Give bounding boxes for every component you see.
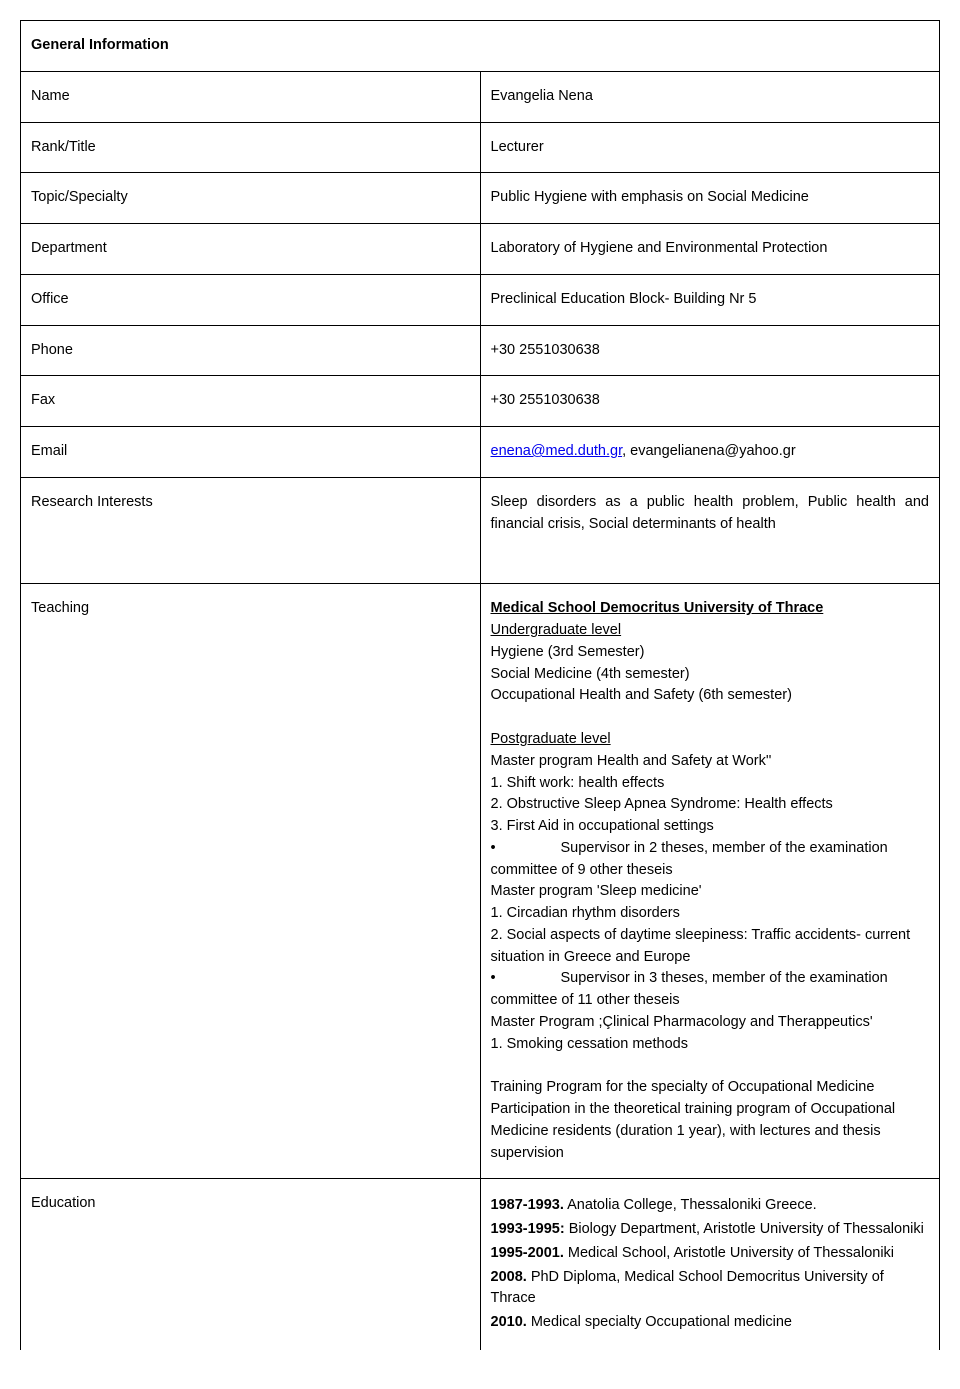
section-header-general: General Information [21,21,940,72]
label-topic: Topic/Specialty [21,173,481,224]
education-entry: 1987-1993. Anatolia College, Thessalonik… [491,1195,930,1217]
label-email: Email [21,427,481,478]
label-rank: Rank/Title [21,122,481,173]
teaching-master-title: Master Program ;Çlinical Pharmacology an… [491,1012,930,1034]
teaching-master-title: Master program 'Sleep medicine' [491,881,930,903]
teaching-supervisor-note: •Supervisor in 3 theses, member of the e… [491,968,930,1012]
teaching-ug-course: Social Medicine (4th semester) [491,664,930,686]
education-entry: 1993-1995: Biology Department, Aristotle… [491,1219,930,1241]
email-rest: , evangelianena@yahoo.gr [622,443,796,459]
teaching-master-item: 1. Smoking cessation methods [491,1034,930,1056]
teaching-ug-course: Occupational Health and Safety (6th seme… [491,685,930,707]
education-entry: 2008. PhD Diploma, Medical School Democr… [491,1267,930,1311]
label-teaching: Teaching [21,584,481,1179]
teaching-master-item: 1. Circadian rhythm disorders [491,903,930,925]
teaching-master-title: Master program Health and Safety at Work… [491,751,930,773]
teaching-training-body: Participation in the theoretical trainin… [491,1099,930,1164]
teaching-ug-heading: Undergraduate level [491,620,930,642]
teaching-master-item: 3. First Aid in occupational settings [491,816,930,838]
label-phone: Phone [21,325,481,376]
value-education: 1987-1993. Anatolia College, Thessalonik… [480,1179,940,1350]
bullet-icon: • [491,968,561,990]
value-dept: Laboratory of Hygiene and Environmental … [480,224,940,275]
teaching-master-item: 2. Obstructive Sleep Apnea Syndrome: Hea… [491,794,930,816]
value-teaching: Medical School Democritus University of … [480,584,940,1179]
teaching-training-heading: Training Program for the specialty of Oc… [491,1077,930,1099]
teaching-supervisor-note: •Supervisor in 2 theses, member of the e… [491,838,930,882]
value-research: Sleep disorders as a public health probl… [480,477,940,584]
label-office: Office [21,274,481,325]
value-office: Preclinical Education Block- Building Nr… [480,274,940,325]
label-dept: Department [21,224,481,275]
education-entry: 2010. Medical specialty Occupational med… [491,1312,930,1334]
label-fax: Fax [21,376,481,427]
teaching-ug-course: Hygiene (3rd Semester) [491,642,930,664]
value-phone: +30 2551030638 [480,325,940,376]
bullet-icon: • [491,838,561,860]
value-rank: Lecturer [480,122,940,173]
cv-table: General Information Name Evangelia Nena … [20,20,940,1350]
value-email: enena@med.duth.gr, evangelianena@yahoo.g… [480,427,940,478]
teaching-master-item: 1. Shift work: health effects [491,773,930,795]
teaching-pg-heading: Postgraduate level [491,729,930,751]
label-research: Research Interests [21,477,481,584]
value-topic: Public Hygiene with emphasis on Social M… [480,173,940,224]
label-education: Education [21,1179,481,1350]
value-fax: +30 2551030638 [480,376,940,427]
teaching-master-item: 2. Social aspects of daytime sleepiness:… [491,925,930,969]
value-name: Evangelia Nena [480,71,940,122]
label-name: Name [21,71,481,122]
education-entry: 1995-2001. Medical School, Aristotle Uni… [491,1243,930,1265]
email-link[interactable]: enena@med.duth.gr [491,443,623,459]
teaching-school: Medical School Democritus University of … [491,598,930,620]
